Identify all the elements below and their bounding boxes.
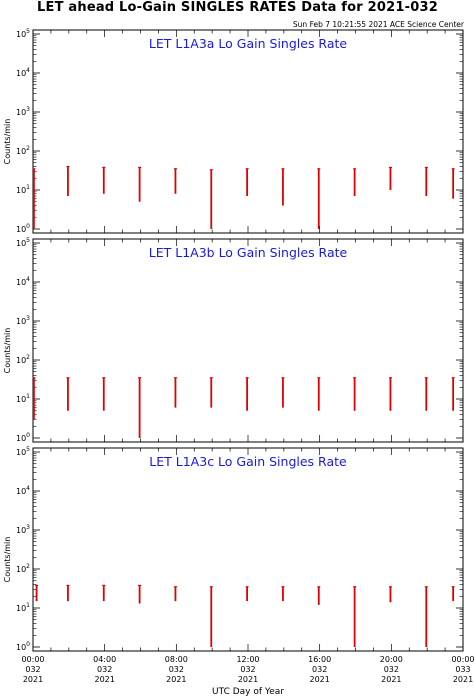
y-axis-label: Counts/min bbox=[3, 119, 12, 165]
panel-title: LET L1A3b Lo Gain Singles Rate bbox=[149, 245, 348, 260]
y-tick-label: 104 bbox=[16, 485, 30, 496]
y-tick-label: 105 bbox=[16, 237, 30, 248]
x-tick-label-year: 2021 bbox=[23, 675, 43, 684]
x-tick-label-time: 04:00 bbox=[93, 655, 116, 664]
y-tick-label: 101 bbox=[16, 184, 30, 195]
y-tick-label: 102 bbox=[16, 354, 30, 365]
x-tick-label-year: 2021 bbox=[166, 675, 186, 684]
y-tick-label: 103 bbox=[16, 315, 30, 326]
panel-2: 100 101 102 103 104 105 Counts/min LET L1A3b Lo… bbox=[3, 237, 464, 443]
x-tick-label-time: 12:00 bbox=[236, 655, 259, 664]
x-tick-label-day: 032 bbox=[240, 665, 255, 674]
y-tick-label: 105 bbox=[16, 28, 30, 39]
x-tick-label-day: 033 bbox=[455, 665, 470, 674]
panel-frame bbox=[32, 29, 464, 234]
y-tick-label: 100 bbox=[16, 432, 30, 443]
y-tick-label: 104 bbox=[16, 67, 30, 78]
y-tick-label: 101 bbox=[16, 602, 30, 613]
x-tick-label-day: 032 bbox=[169, 665, 184, 674]
panel-1: 100 101 102 103 104 105 Counts/min LET L1A3a Lo… bbox=[3, 28, 464, 234]
panel-title: LET L1A3c Lo Gain Singles Rate bbox=[149, 454, 347, 469]
x-axis-label: UTC Day of Year bbox=[212, 687, 284, 697]
panel-frame bbox=[32, 238, 464, 443]
y-tick-label: 102 bbox=[16, 145, 30, 156]
y-axis-label: Counts/min bbox=[3, 537, 12, 583]
panel-3: 100 101 102 103 104 105 Counts/min LET L1A3c Lo… bbox=[3, 446, 464, 652]
y-tick-label: 100 bbox=[16, 641, 30, 652]
x-tick-label-day: 032 bbox=[97, 665, 112, 674]
x-tick-label-time: 16:00 bbox=[308, 655, 331, 664]
x-tick-label-year: 2021 bbox=[309, 675, 329, 684]
x-tick-label-time: 00:00 bbox=[451, 655, 474, 664]
panel-frame bbox=[32, 447, 464, 652]
y-tick-label: 104 bbox=[16, 276, 30, 287]
y-tick-label: 100 bbox=[16, 223, 30, 234]
y-tick-label: 101 bbox=[16, 393, 30, 404]
x-tick-label-year: 2021 bbox=[453, 675, 473, 684]
x-tick-label-day: 032 bbox=[312, 665, 327, 674]
y-tick-label: 103 bbox=[16, 524, 30, 535]
x-tick-label-time: 08:00 bbox=[165, 655, 188, 664]
y-tick-label: 102 bbox=[16, 563, 30, 574]
chart-main-title: LET ahead Lo-Gain SINGLES RATES Data for… bbox=[37, 0, 438, 15]
generation-timestamp: Sun Feb 7 10:21:55 2021 ACE Science Cent… bbox=[292, 20, 464, 29]
x-tick-label-year: 2021 bbox=[94, 675, 114, 684]
x-tick-label-year: 2021 bbox=[238, 675, 258, 684]
x-tick-label-year: 2021 bbox=[381, 675, 401, 684]
x-tick-label-day: 032 bbox=[384, 665, 399, 674]
x-tick-label-time: 00:00 bbox=[21, 655, 44, 664]
x-tick-label-day: 032 bbox=[25, 665, 40, 674]
x-tick-label-time: 20:00 bbox=[380, 655, 403, 664]
y-tick-label: 105 bbox=[16, 446, 30, 457]
panel-title: LET L1A3a Lo Gain Singles Rate bbox=[149, 36, 347, 51]
y-tick-label: 103 bbox=[16, 106, 30, 117]
y-axis-label: Counts/min bbox=[3, 328, 12, 374]
